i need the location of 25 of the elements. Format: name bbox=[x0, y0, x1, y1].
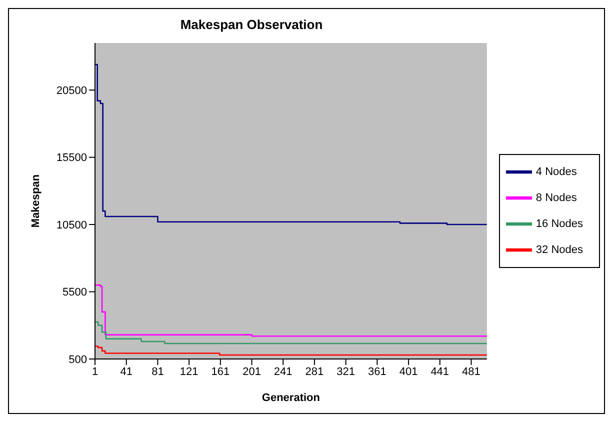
legend-label: 32 Nodes bbox=[536, 244, 583, 256]
chart-title: Makespan Observation bbox=[179, 17, 324, 32]
x-tick-label: 321 bbox=[336, 366, 355, 378]
x-tick-label: 401 bbox=[399, 366, 418, 378]
x-tick-label: 361 bbox=[368, 366, 386, 378]
y-tick-label: 5500 bbox=[62, 286, 87, 299]
legend-label: 8 Nodes bbox=[536, 192, 577, 204]
x-tick-label: 121 bbox=[180, 366, 198, 378]
x-tick-label: 161 bbox=[211, 366, 230, 378]
y-tick-label: 15500 bbox=[56, 152, 87, 164]
x-tick-label: 481 bbox=[462, 366, 480, 378]
y-tick-label: 20500 bbox=[56, 84, 87, 97]
x-tick-label: 201 bbox=[242, 366, 261, 378]
y-tick-label: 10500 bbox=[56, 219, 87, 232]
legend-label: 4 Nodes bbox=[536, 166, 577, 178]
y-axis-title: Makespan bbox=[30, 174, 42, 228]
x-tick-label: 281 bbox=[305, 366, 324, 378]
x-axis-title: Generation bbox=[262, 392, 320, 404]
x-tick-label: 1 bbox=[92, 366, 98, 378]
x-tick-label: 241 bbox=[274, 366, 292, 378]
x-tick-label: 441 bbox=[430, 366, 450, 378]
y-tick-label: 500 bbox=[68, 354, 87, 366]
x-tick-label: 41 bbox=[120, 366, 132, 378]
x-tick-label: 81 bbox=[152, 366, 164, 378]
legend-label: 16 Nodes bbox=[536, 218, 583, 230]
